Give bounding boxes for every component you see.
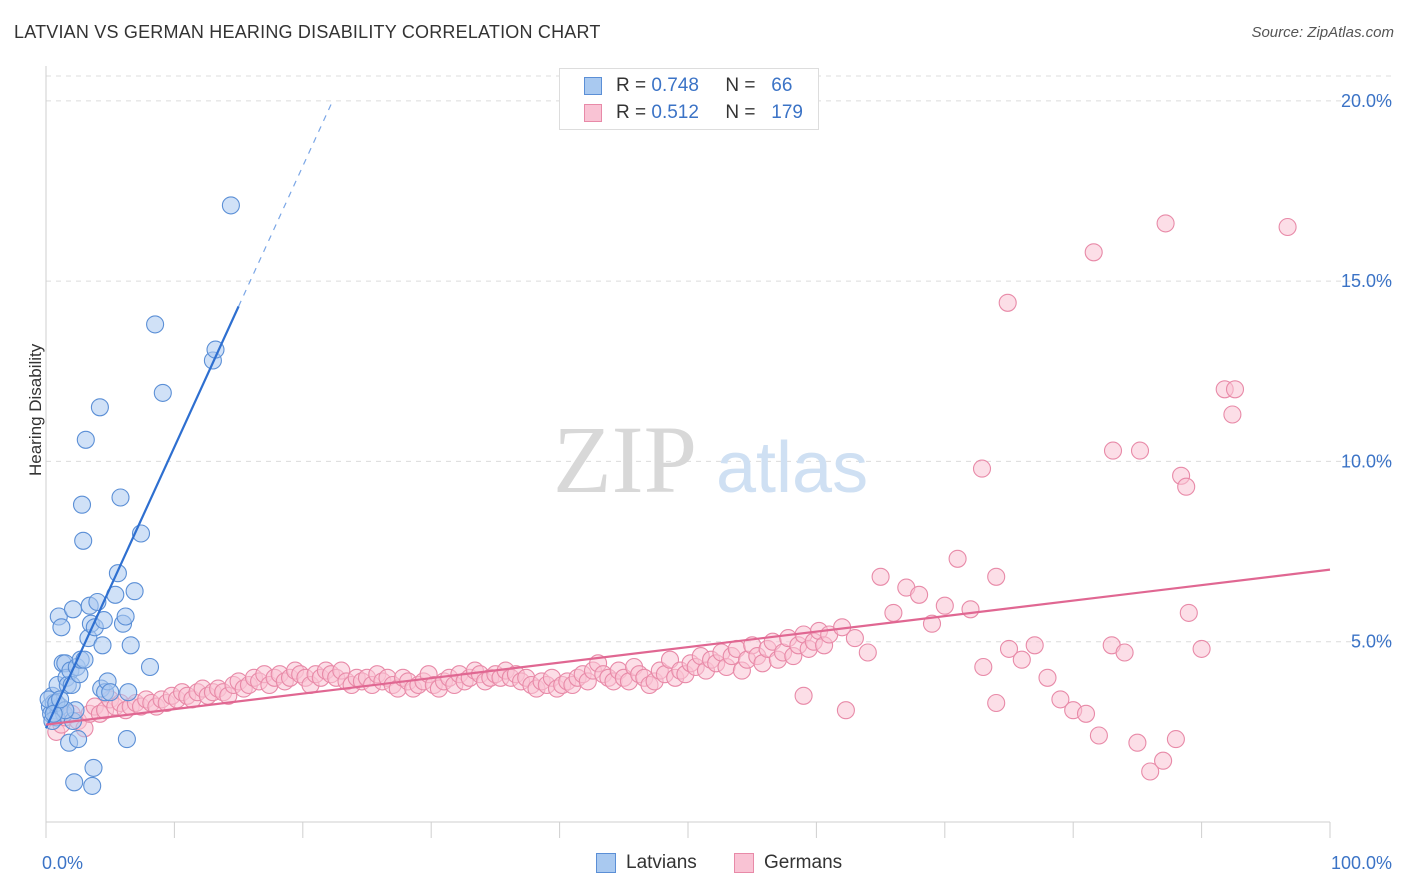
data-point-latvians	[125, 582, 144, 601]
watermark-zip: ZIP	[553, 406, 697, 513]
data-point-germans	[935, 596, 954, 615]
data-point-germans	[858, 643, 877, 662]
data-point-germans	[1128, 733, 1147, 752]
data-point-latvians	[72, 495, 92, 514]
data-point-latvians	[153, 383, 172, 402]
data-point-latvians	[75, 650, 94, 669]
data-point-latvians	[111, 488, 130, 507]
data-point-germans	[922, 614, 942, 633]
data-point-latvians	[121, 636, 140, 655]
data-point-germans	[1225, 380, 1245, 399]
legend-swatch-germans	[734, 853, 754, 873]
data-point-latvians	[221, 196, 240, 215]
legend-r-label: R =	[616, 75, 647, 96]
legend-swatch-latvians	[584, 77, 602, 95]
y-tick-label: 15.0%	[1341, 271, 1392, 291]
chart-title: LATVIAN VS GERMAN HEARING DISABILITY COR…	[14, 22, 601, 42]
data-point-germans	[1223, 405, 1242, 424]
data-point-germans	[948, 549, 967, 568]
data-point-germans	[987, 567, 1006, 586]
data-point-germans	[1089, 726, 1108, 745]
legend-swatch-germans	[584, 104, 602, 122]
legend-swatch-latvians	[596, 853, 616, 873]
data-point-germans	[987, 693, 1006, 713]
watermark-atlas: atlas	[716, 428, 868, 508]
data-point-germans	[1051, 690, 1070, 709]
trend-lines	[44, 104, 1331, 729]
data-point-germans	[1130, 441, 1150, 460]
data-point-latvians	[52, 618, 71, 637]
y-tick-label: 20.0%	[1341, 91, 1392, 111]
trend-line-germans	[45, 568, 1331, 726]
legend-n-value-latvians: 66	[771, 75, 793, 96]
data-point-latvians	[117, 730, 136, 749]
data-point-germans	[998, 293, 1017, 312]
x-tick-label: 100.0%	[1331, 853, 1392, 873]
legend-n-label: N =	[725, 102, 756, 123]
data-point-germans	[974, 657, 993, 677]
data-point-germans	[1076, 704, 1096, 723]
data-point-latvians	[63, 600, 83, 619]
data-point-germans	[1192, 639, 1211, 658]
data-point-latvians	[90, 398, 109, 417]
data-point-germans	[1025, 636, 1044, 655]
y-tick-label: 5.0%	[1351, 632, 1392, 652]
data-point-germans	[1103, 441, 1123, 460]
data-point-latvians	[116, 607, 135, 626]
data-point-germans	[972, 459, 992, 478]
x-tick-label: 0.0%	[42, 853, 83, 873]
data-point-germans	[1166, 730, 1185, 749]
data-point-germans	[871, 567, 890, 586]
watermark: ZIP atlas	[553, 406, 868, 513]
data-point-germans	[884, 603, 903, 622]
data-point-latvians	[119, 683, 138, 702]
data-point-germans	[836, 701, 855, 720]
data-point-latvians	[84, 758, 103, 777]
data-point-germans	[845, 629, 864, 648]
legend-r-value-germans: 0.512	[651, 102, 699, 123]
trend-extension-latvians	[238, 104, 332, 307]
data-point-germans	[1038, 668, 1057, 687]
trend-line-latvians	[44, 305, 240, 729]
data-point-latvians	[93, 636, 112, 655]
data-point-latvians	[65, 773, 84, 792]
data-point-germans	[1012, 650, 1031, 669]
data-point-latvians	[74, 531, 93, 550]
data-point-germans	[999, 639, 1019, 658]
data-point-germans	[1278, 217, 1297, 237]
legend-label-latvians: Latvians	[626, 852, 697, 873]
data-point-latvians	[101, 683, 120, 702]
data-point-germans	[1179, 603, 1198, 622]
legend-r-label: R =	[616, 102, 647, 123]
data-point-germans	[961, 600, 980, 619]
data-point-germans	[1177, 477, 1196, 496]
legend-n-label: N =	[725, 75, 756, 96]
data-point-latvians	[83, 776, 102, 795]
data-point-latvians	[140, 657, 160, 677]
data-point-germans	[910, 585, 929, 604]
legend-label-germans: Germans	[764, 852, 843, 873]
data-point-latvians	[69, 730, 88, 749]
series-germans	[47, 214, 1297, 781]
data-point-germans	[1154, 751, 1173, 770]
data-point-germans	[1156, 214, 1175, 233]
data-point-germans	[1141, 762, 1160, 781]
grid-lines	[46, 75, 1392, 643]
series-legend: Latvians Germans	[0, 852, 1406, 878]
legend-n-value-germans: 179	[771, 102, 803, 123]
source-credit: Source: ZipAtlas.com	[1251, 24, 1394, 41]
data-point-germans	[794, 686, 813, 705]
tick-labels: 5.0% 10.0% 15.0% 20.0% 0.0% 100.0%	[42, 91, 1392, 873]
data-point-latvians	[146, 315, 165, 334]
correlation-legend: R = 0.748 N = 66 R = 0.512 N = 179	[559, 68, 819, 130]
y-tick-label: 10.0%	[1341, 451, 1392, 471]
legend-r-value-latvians: 0.748	[651, 75, 699, 96]
data-point-latvians	[76, 430, 95, 449]
data-point-germans	[1115, 643, 1134, 662]
data-point-germans	[1084, 243, 1103, 262]
